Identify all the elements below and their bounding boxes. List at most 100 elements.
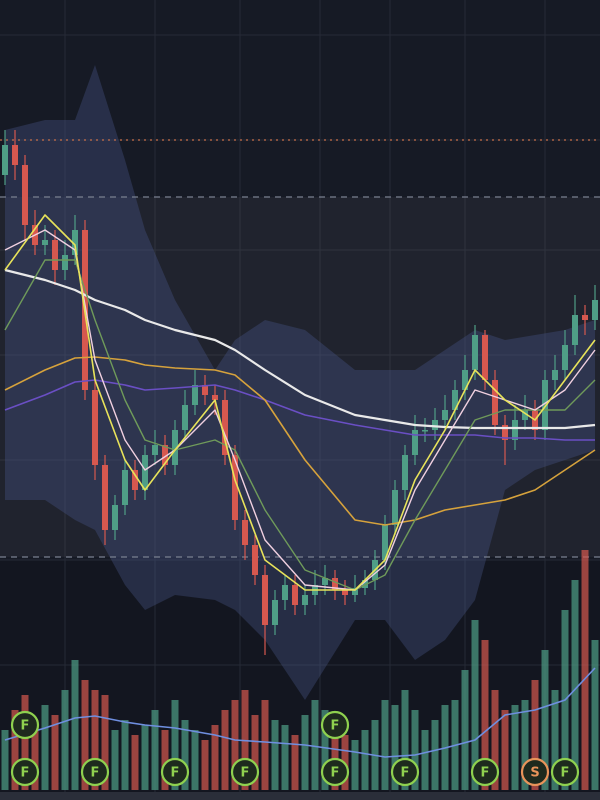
candle-body: [422, 430, 428, 432]
candle-body: [582, 315, 588, 320]
volume-bar: [401, 690, 409, 790]
candle-body: [502, 425, 508, 440]
candle-body: [352, 588, 358, 595]
volume-bar: [231, 700, 239, 790]
candle-body: [452, 390, 458, 410]
volume-bar: [141, 725, 149, 790]
marker-label: F: [21, 719, 30, 734]
candle-body: [552, 370, 558, 380]
candle-body: [292, 585, 298, 605]
volume-bar: [51, 715, 59, 790]
candle-body: [332, 578, 338, 590]
volume-bar: [211, 725, 219, 790]
candle-body: [202, 385, 208, 395]
candle-body: [112, 505, 118, 530]
moving-average: [4, 356, 596, 526]
volume-bar: [491, 690, 499, 790]
volume-bar: [301, 715, 309, 790]
volume-bar: [571, 580, 579, 790]
volume-bar: [281, 725, 289, 790]
volume-bar: [251, 715, 259, 790]
volume-bar: [131, 735, 139, 790]
volume-bar: [11, 710, 19, 790]
marker-label: S: [530, 766, 539, 781]
candle-body: [272, 600, 278, 625]
volume-bar: [511, 705, 519, 790]
candle-body: [222, 400, 228, 455]
volume-bar: [201, 740, 209, 790]
moving-average: [4, 259, 596, 591]
volume-bar: [151, 710, 159, 790]
candle-body: [562, 345, 568, 370]
candle-body: [142, 455, 148, 490]
marker-label: F: [241, 766, 250, 781]
candle-body: [442, 410, 448, 420]
volume-bar: [271, 720, 279, 790]
volume-bar: [291, 735, 299, 790]
volume-bar: [411, 710, 419, 790]
volume-bar: [461, 670, 469, 790]
candle-body: [12, 145, 18, 165]
volume-bar: [101, 695, 109, 790]
candle-body: [102, 465, 108, 530]
volume-bar: [361, 730, 369, 790]
volume-bar: [21, 695, 29, 790]
candle-body: [482, 335, 488, 380]
marker: [80, 757, 110, 787]
volume-bar: [71, 660, 79, 790]
candle-body: [342, 590, 348, 595]
marker-label: F: [481, 766, 490, 781]
band: [5, 65, 595, 700]
marker: [230, 757, 260, 787]
candle-body: [462, 370, 468, 390]
marker: [10, 757, 40, 787]
volume-bar: [261, 700, 269, 790]
candle-body: [92, 390, 98, 465]
volume-bar: [81, 680, 89, 790]
candle-body: [182, 405, 188, 430]
candle-body: [122, 470, 128, 505]
candle-body: [242, 520, 248, 545]
moving-average: [4, 229, 596, 591]
moving-average: [4, 379, 595, 441]
volume-bar: [541, 650, 549, 790]
volume-bar: [391, 705, 399, 790]
candle-body: [152, 445, 158, 455]
bottom-bar: [0, 792, 600, 800]
candle-body: [2, 145, 8, 175]
candle-body: [522, 410, 528, 420]
volume-bar: [111, 730, 119, 790]
volume-bar: [311, 700, 319, 790]
volume-bar: [41, 705, 49, 790]
volume-bar: [581, 550, 589, 790]
volume-ma: [4, 667, 596, 758]
volume-bar: [351, 740, 359, 790]
candle-body: [512, 420, 518, 440]
marker-label: F: [331, 719, 340, 734]
volume-bar: [161, 730, 169, 790]
volume-bar: [321, 710, 329, 790]
marker: [320, 757, 350, 787]
candle-body: [282, 585, 288, 600]
marker: [320, 710, 350, 740]
marker-label: F: [331, 766, 340, 781]
marker: [10, 710, 40, 740]
volume-bar: [181, 720, 189, 790]
candle-body: [382, 525, 388, 560]
volume-bar: [421, 730, 429, 790]
marker: [520, 757, 550, 787]
candle-body: [362, 580, 368, 588]
marker: [470, 757, 500, 787]
candle-body: [262, 575, 268, 625]
volume-bar: [1, 730, 9, 790]
volume-bar: [431, 720, 439, 790]
candle-body: [72, 230, 78, 255]
candle-body: [542, 380, 548, 430]
candle-body: [172, 430, 178, 465]
candle-body: [392, 490, 398, 525]
marker-label: F: [91, 766, 100, 781]
volume-bar: [121, 720, 129, 790]
candle-body: [492, 380, 498, 425]
